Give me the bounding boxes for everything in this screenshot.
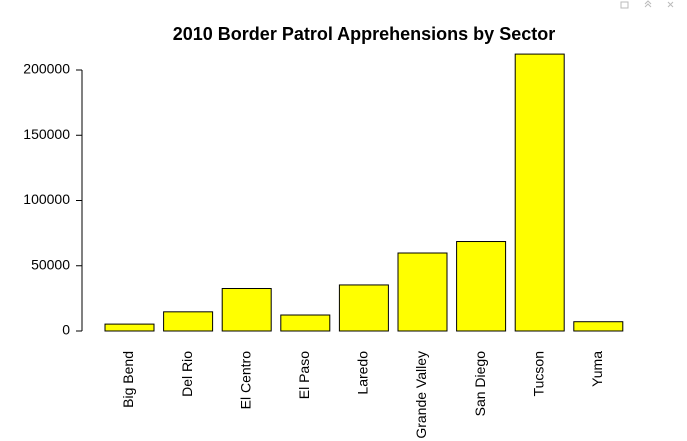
window-icons xyxy=(620,0,674,9)
y-tick-label: 200000 xyxy=(23,61,70,77)
x-tick-label: Rio Grande Valley xyxy=(413,351,429,441)
y-tick-label: 100000 xyxy=(23,191,70,207)
y-tick-label: 50000 xyxy=(31,256,70,272)
x-tick-label: Tucson xyxy=(530,351,546,396)
bar xyxy=(397,252,448,332)
x-tick-label: Laredo xyxy=(355,351,371,395)
bar xyxy=(163,311,214,332)
x-tick-label: Big Bend xyxy=(120,351,136,408)
chart-title: 2010 Border Patrol Apprehensions by Sect… xyxy=(173,24,555,44)
x-tick-label: El Centro xyxy=(237,351,253,410)
x-tick-label: Del Rio xyxy=(179,351,195,397)
bar xyxy=(456,241,507,332)
x-tick-label: Yuma xyxy=(589,351,605,387)
y-tick-label: 150000 xyxy=(23,126,70,142)
bar xyxy=(338,284,389,332)
bar xyxy=(280,314,331,332)
x-tick-label: El Paso xyxy=(296,351,312,399)
bar xyxy=(104,323,155,332)
bar xyxy=(573,321,624,332)
bar xyxy=(514,53,565,332)
y-tick-label: 0 xyxy=(62,322,70,338)
x-tick-label: San Diego xyxy=(472,351,488,417)
bar xyxy=(221,288,272,332)
